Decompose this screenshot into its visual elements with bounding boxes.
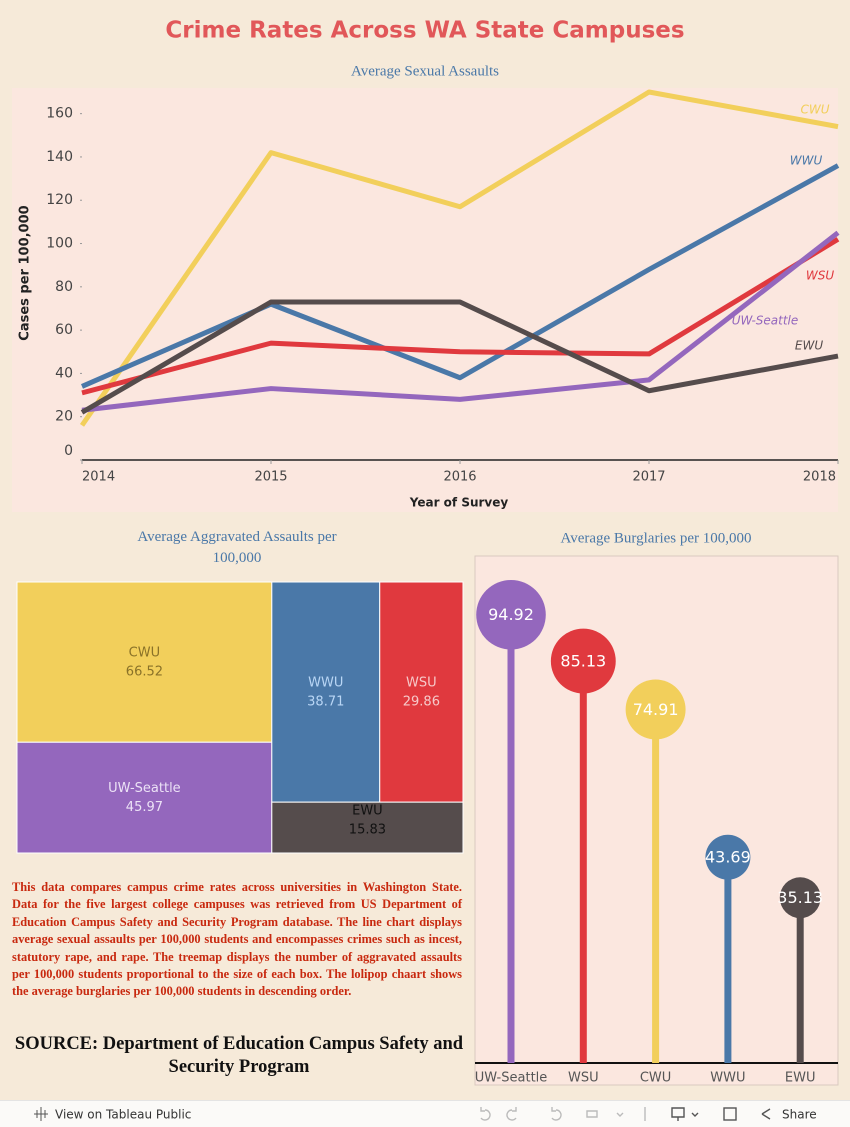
share-button[interactable]: Share (782, 1108, 817, 1122)
source: SOURCE: Department of Education Campus S… (14, 1034, 464, 1077)
line-series (79, 89, 839, 427)
x-tick-label: 2016 (443, 470, 476, 485)
x-category-label: CWU (640, 1071, 671, 1086)
x-category-label: WWU (710, 1071, 745, 1086)
lollipop-head (625, 679, 686, 740)
series-label: WSU (806, 269, 834, 283)
treemap-category: WSU (406, 676, 437, 691)
x-tick-label: 2017 (632, 470, 665, 485)
treemap-value: 45.97 (126, 800, 163, 815)
treemap-category: UW-Seattle (108, 781, 181, 796)
treemap-box (16, 581, 273, 743)
y-tick-label: 140 (46, 149, 73, 165)
treemap-category: EWU (352, 804, 383, 819)
treemap-box (16, 741, 273, 854)
line-series (81, 230, 840, 413)
treemap-box (271, 801, 464, 854)
undo-redo-icons (480, 1107, 646, 1121)
x-tick-label: 2018 (803, 470, 836, 485)
series-label: UW-Seattle (732, 314, 799, 328)
treemap-value: 38.71 (307, 695, 344, 710)
treemap-box (379, 581, 464, 803)
y-tick-label: 20 (55, 409, 73, 425)
line-series (81, 237, 840, 396)
x-category-label: UW-Seattle (475, 1071, 548, 1086)
lollipop-value: 35.13 (777, 888, 823, 907)
treemap-value: 15.83 (349, 823, 386, 838)
x-category-label: WSU (568, 1071, 599, 1086)
x-tick-label: 2014 (82, 470, 115, 485)
treemap-value: 29.86 (403, 695, 440, 710)
lollipop-head (705, 834, 751, 880)
treemap-category: CWU (129, 646, 160, 661)
series-label: CWU (800, 103, 829, 117)
y-axis-title: Cases per 100,000 (18, 205, 33, 340)
treemap-category: WWU (308, 676, 343, 691)
series-label: EWU (795, 339, 823, 353)
line-title: Average Sexual Assaults (351, 63, 499, 79)
x-tick-label: 2015 (254, 470, 287, 485)
line-series (81, 163, 840, 389)
dashboard-title: Crime Rates Across WA State Campuses (165, 18, 684, 44)
y-tick-label: 40 (55, 365, 73, 381)
treemap-value: 66.52 (126, 665, 163, 680)
y-tick-label: 120 (46, 192, 73, 208)
lollipop-title: Average Burglaries per 100,000 (560, 530, 751, 546)
lollipop-value: 74.91 (633, 700, 679, 719)
y-tick-label: 100 (46, 236, 73, 252)
y-tick-label: 80 (55, 279, 73, 295)
y-tick-label: 60 (55, 322, 73, 338)
tool-icons[interactable] (671, 1107, 771, 1121)
x-category-label: EWU (785, 1071, 816, 1086)
footer-icons: View on Tableau Public Share (34, 1107, 817, 1122)
series-label: WWU (790, 154, 823, 168)
y-tick-label: 0 (64, 443, 73, 459)
description: This data compares campus crime rates ac… (12, 880, 462, 999)
view-link[interactable]: View on Tableau Public (55, 1108, 191, 1122)
lollipop-head (476, 579, 546, 650)
treemap-title: Average Aggravated Assaults per 100,000 (137, 529, 337, 566)
lollipop-head (550, 628, 616, 694)
lollipop-value: 43.69 (705, 848, 751, 867)
treemap-box (271, 581, 381, 803)
tableau-icon (34, 1107, 48, 1121)
lollipop-head (779, 877, 821, 919)
lollipop-value: 94.92 (488, 605, 534, 624)
line-series (80, 299, 839, 415)
x-axis-title: Year of Survey (409, 496, 509, 510)
lollipop-value: 85.13 (560, 652, 606, 671)
footer-bar: View on Tableau Public Share (0, 1100, 850, 1127)
y-tick-label: 160 (46, 106, 73, 122)
